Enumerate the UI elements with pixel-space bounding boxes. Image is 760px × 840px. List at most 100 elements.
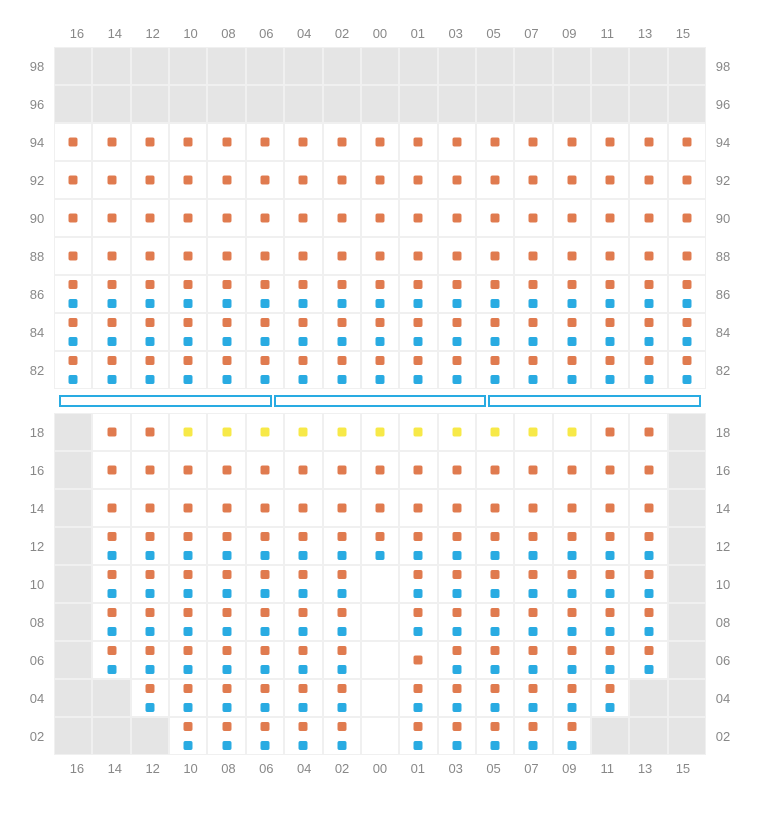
seat-cell[interactable]: [92, 565, 130, 603]
seat-cell[interactable]: [54, 603, 92, 641]
seat-cell[interactable]: [629, 717, 667, 755]
seat-cell[interactable]: [629, 47, 667, 85]
seat-cell[interactable]: [131, 679, 169, 717]
seat-cell[interactable]: [668, 717, 706, 755]
seat-cell[interactable]: [323, 237, 361, 275]
seat-cell[interactable]: [553, 413, 591, 451]
seat-cell[interactable]: [476, 565, 514, 603]
seat-cell[interactable]: [323, 679, 361, 717]
seat-cell[interactable]: [514, 451, 552, 489]
seat-cell[interactable]: [514, 351, 552, 389]
seat-cell[interactable]: [591, 679, 629, 717]
seat-cell[interactable]: [54, 679, 92, 717]
seat-cell[interactable]: [54, 161, 92, 199]
seat-cell[interactable]: [553, 313, 591, 351]
seat-cell[interactable]: [207, 413, 245, 451]
seat-cell[interactable]: [361, 679, 399, 717]
seat-cell[interactable]: [399, 313, 437, 351]
seat-cell[interactable]: [361, 161, 399, 199]
seat-cell[interactable]: [323, 527, 361, 565]
seat-cell[interactable]: [438, 641, 476, 679]
seat-cell[interactable]: [131, 717, 169, 755]
seat-cell[interactable]: [668, 413, 706, 451]
seat-cell[interactable]: [246, 275, 284, 313]
seat-cell[interactable]: [207, 565, 245, 603]
seat-cell[interactable]: [361, 47, 399, 85]
seat-cell[interactable]: [207, 351, 245, 389]
seat-cell[interactable]: [131, 603, 169, 641]
seat-cell[interactable]: [476, 489, 514, 527]
seat-cell[interactable]: [591, 565, 629, 603]
seat-cell[interactable]: [169, 199, 207, 237]
seat-cell[interactable]: [207, 527, 245, 565]
seat-cell[interactable]: [553, 237, 591, 275]
seat-cell[interactable]: [323, 123, 361, 161]
seat-cell[interactable]: [514, 641, 552, 679]
seat-cell[interactable]: [399, 641, 437, 679]
seat-cell[interactable]: [591, 237, 629, 275]
seat-cell[interactable]: [284, 489, 322, 527]
seat-cell[interactable]: [514, 47, 552, 85]
seat-cell[interactable]: [284, 351, 322, 389]
seat-cell[interactable]: [553, 161, 591, 199]
seat-cell[interactable]: [591, 717, 629, 755]
seat-cell[interactable]: [246, 489, 284, 527]
seat-cell[interactable]: [668, 641, 706, 679]
seat-cell[interactable]: [207, 237, 245, 275]
seat-cell[interactable]: [514, 275, 552, 313]
seat-cell[interactable]: [514, 85, 552, 123]
seat-cell[interactable]: [438, 451, 476, 489]
seat-cell[interactable]: [553, 489, 591, 527]
seat-cell[interactable]: [323, 413, 361, 451]
seat-cell[interactable]: [284, 123, 322, 161]
seat-cell[interactable]: [553, 275, 591, 313]
seat-cell[interactable]: [668, 47, 706, 85]
seat-cell[interactable]: [284, 275, 322, 313]
seat-cell[interactable]: [131, 565, 169, 603]
seat-cell[interactable]: [591, 603, 629, 641]
seat-cell[interactable]: [131, 237, 169, 275]
seat-cell[interactable]: [54, 451, 92, 489]
seat-cell[interactable]: [438, 161, 476, 199]
seat-cell[interactable]: [246, 641, 284, 679]
seat-cell[interactable]: [323, 451, 361, 489]
seat-cell[interactable]: [246, 717, 284, 755]
seat-cell[interactable]: [361, 717, 399, 755]
seat-cell[interactable]: [207, 199, 245, 237]
seat-cell[interactable]: [668, 199, 706, 237]
seat-cell[interactable]: [323, 313, 361, 351]
seat-cell[interactable]: [169, 85, 207, 123]
seat-cell[interactable]: [514, 717, 552, 755]
seat-cell[interactable]: [169, 527, 207, 565]
seat-cell[interactable]: [323, 489, 361, 527]
seat-cell[interactable]: [476, 679, 514, 717]
seat-cell[interactable]: [629, 85, 667, 123]
seat-cell[interactable]: [207, 641, 245, 679]
seat-cell[interactable]: [323, 275, 361, 313]
seat-cell[interactable]: [438, 47, 476, 85]
seat-cell[interactable]: [399, 489, 437, 527]
seat-cell[interactable]: [284, 603, 322, 641]
seat-cell[interactable]: [476, 199, 514, 237]
seat-cell[interactable]: [92, 679, 130, 717]
seat-cell[interactable]: [131, 275, 169, 313]
seat-cell[interactable]: [323, 717, 361, 755]
seat-cell[interactable]: [399, 47, 437, 85]
seat-cell[interactable]: [169, 313, 207, 351]
seat-cell[interactable]: [92, 641, 130, 679]
seat-cell[interactable]: [629, 527, 667, 565]
seat-cell[interactable]: [438, 313, 476, 351]
seat-cell[interactable]: [629, 161, 667, 199]
seat-cell[interactable]: [399, 237, 437, 275]
seat-cell[interactable]: [323, 603, 361, 641]
seat-cell[interactable]: [629, 351, 667, 389]
seat-cell[interactable]: [246, 413, 284, 451]
seat-cell[interactable]: [92, 351, 130, 389]
seat-cell[interactable]: [246, 527, 284, 565]
seat-cell[interactable]: [284, 313, 322, 351]
seat-cell[interactable]: [54, 237, 92, 275]
seat-cell[interactable]: [169, 351, 207, 389]
seat-cell[interactable]: [668, 451, 706, 489]
seat-cell[interactable]: [92, 527, 130, 565]
seat-cell[interactable]: [169, 565, 207, 603]
